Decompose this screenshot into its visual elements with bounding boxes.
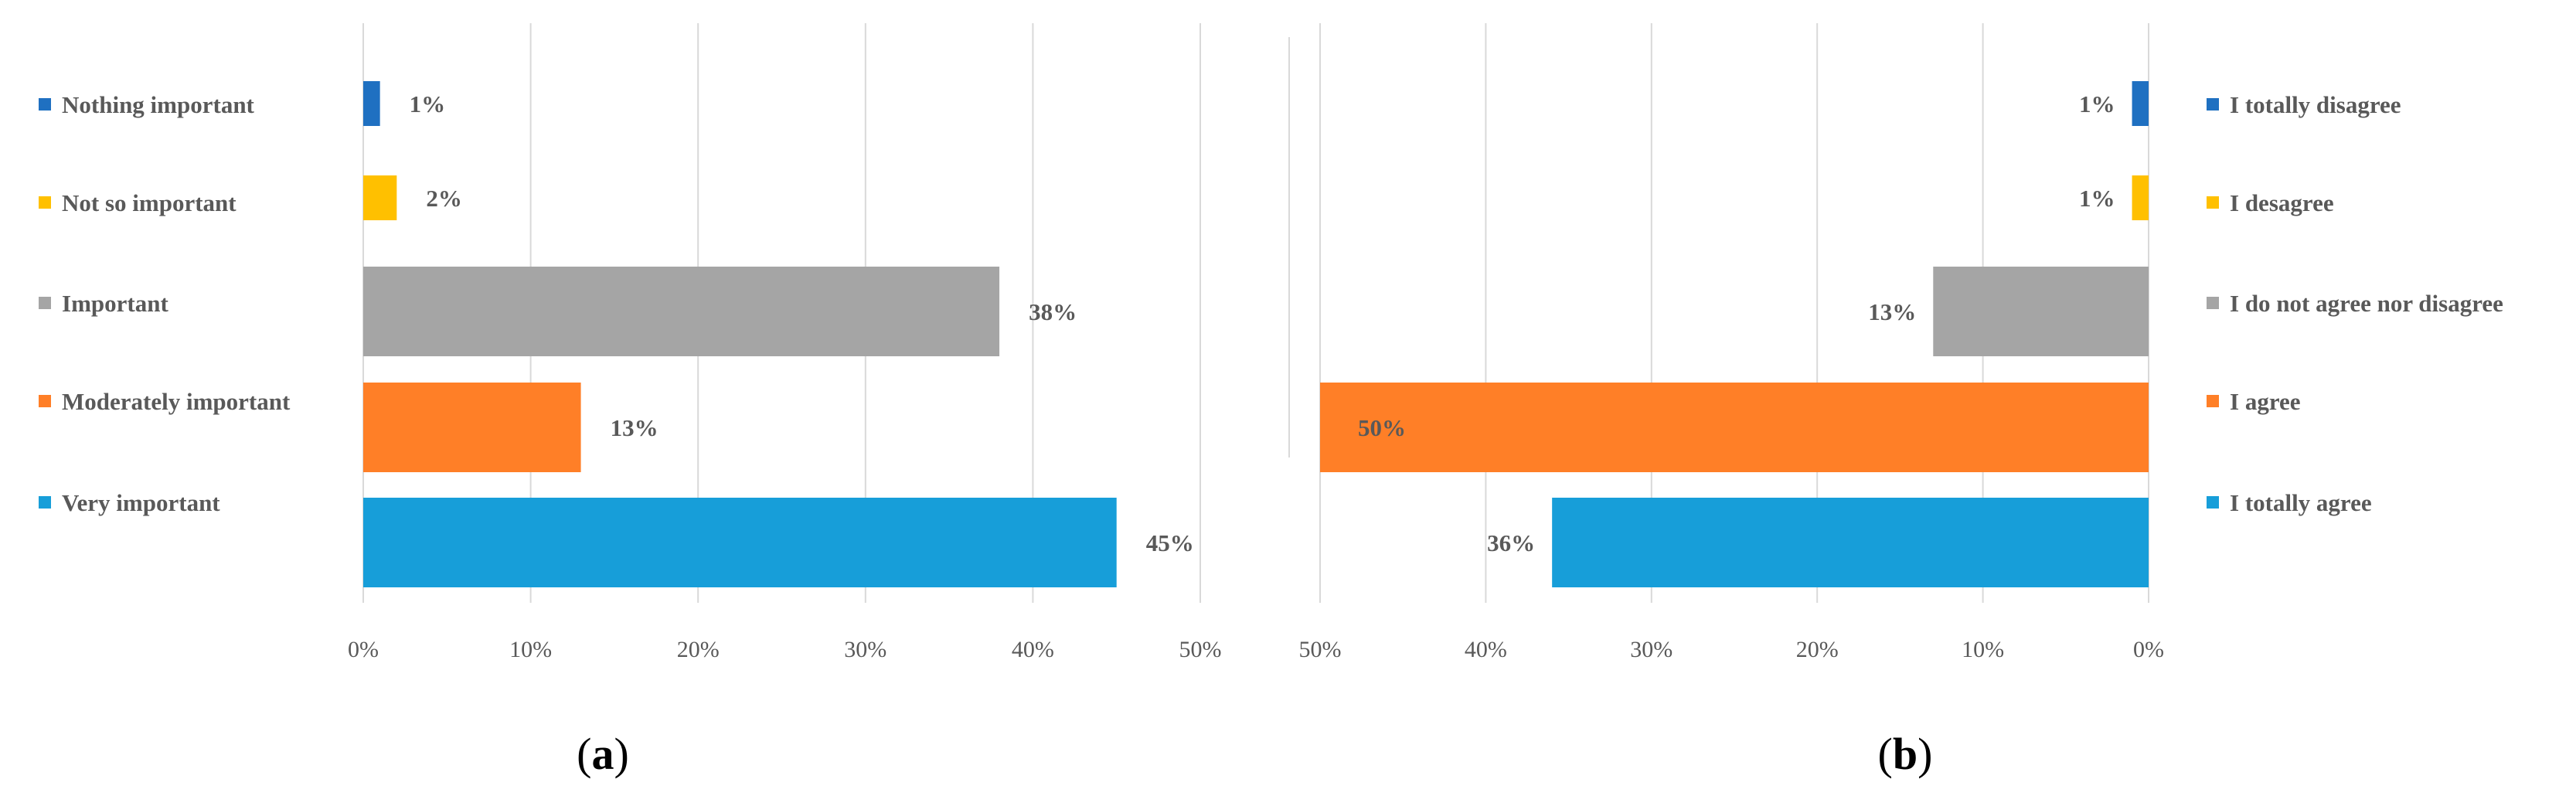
bar-1 (2132, 81, 2149, 126)
data-label: 1% (410, 90, 446, 117)
legend-marker (39, 395, 51, 407)
legend-marker (39, 297, 51, 309)
x-tick-label: 40% (1465, 637, 1507, 662)
data-label: 36% (1487, 529, 1535, 556)
x-tick-label: 40% (1012, 637, 1054, 662)
panel-label: (a) (577, 729, 629, 779)
x-tick-label: 30% (844, 637, 886, 662)
bar-4 (1320, 383, 2149, 472)
legend-item: I do not agree nor disagree (2230, 290, 2503, 317)
bar-3 (363, 267, 1000, 356)
x-tick-label: 50% (1299, 637, 1342, 662)
x-tick-label: 50% (1179, 637, 1222, 662)
chart-panel-a: 0% 10% 20% 30% 40% 50% 1% Nothing important 2% No… (39, 23, 1222, 779)
bar-2 (2132, 175, 2149, 220)
x-tick-label: 10% (509, 637, 552, 662)
legend-item: Nothing important (62, 91, 255, 118)
data-label: 13% (1868, 298, 1916, 325)
panel-label: (b) (1878, 729, 1933, 779)
legend-marker (2207, 496, 2219, 509)
data-label: 1% (2079, 90, 2115, 117)
legend-item: Not so important (62, 189, 237, 216)
x-tick-label: 0% (348, 637, 379, 662)
bar-2 (363, 175, 397, 220)
data-label: 45% (1146, 529, 1194, 556)
legend-marker (2207, 196, 2219, 209)
legend-item: Very important (62, 489, 220, 516)
legend-item: I totally agree (2230, 489, 2372, 516)
legend-marker (39, 98, 51, 111)
legend-marker (2207, 98, 2219, 111)
data-label: 1% (2079, 185, 2115, 212)
bar-5 (1552, 498, 2149, 587)
legend-marker (39, 496, 51, 509)
legend-marker (2207, 395, 2219, 407)
legend-item: Moderately important (62, 388, 291, 415)
bar-5 (363, 498, 1117, 587)
legend-marker (39, 196, 51, 209)
legend-item: I agree (2230, 388, 2301, 415)
legend-item: I totally disagree (2230, 91, 2401, 118)
chart-panel-b: 50% 40% 30% 20% 10% 0% 1% I totally disagree 1% I… (1299, 23, 2503, 779)
x-tick-label: 20% (677, 637, 720, 662)
legend-marker (2207, 297, 2219, 309)
x-tick-label: 20% (1796, 637, 1839, 662)
bar-4 (363, 383, 581, 472)
legend-item: I desagree (2230, 189, 2334, 216)
data-label: 38% (1029, 298, 1077, 325)
data-label: 2% (426, 185, 462, 212)
data-label: 13% (611, 414, 658, 441)
x-tick-label: 0% (2133, 637, 2164, 662)
bar-1 (363, 81, 380, 126)
x-tick-label: 30% (1630, 637, 1673, 662)
bar-3 (1933, 267, 2149, 356)
legend-item: Important (62, 290, 168, 317)
x-tick-label: 10% (1962, 637, 2004, 662)
data-label: 50% (1358, 414, 1406, 441)
